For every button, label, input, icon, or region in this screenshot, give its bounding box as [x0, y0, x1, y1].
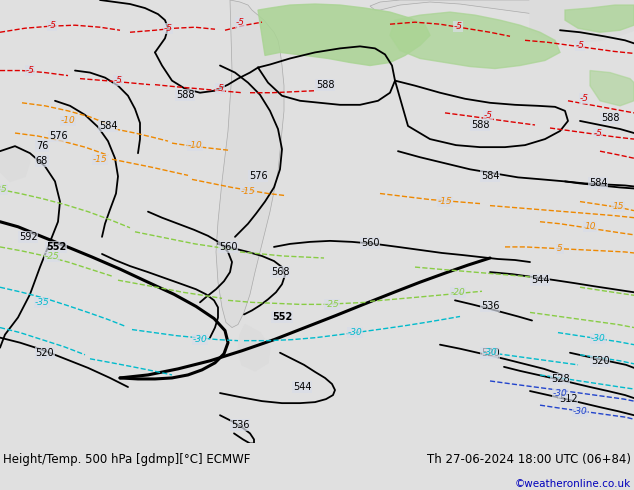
Text: 528: 528	[551, 374, 569, 384]
Text: 592: 592	[18, 232, 37, 242]
Polygon shape	[0, 146, 30, 181]
Text: -30: -30	[193, 335, 207, 344]
Polygon shape	[258, 4, 430, 66]
Text: -20: -20	[451, 288, 465, 297]
Text: -5: -5	[235, 18, 245, 26]
Text: 576: 576	[249, 172, 268, 181]
Text: -25: -25	[0, 185, 8, 194]
Text: 10: 10	[585, 222, 596, 231]
Text: -5: -5	[576, 41, 585, 50]
Polygon shape	[565, 5, 634, 32]
Text: 588: 588	[471, 120, 489, 130]
Text: -5: -5	[453, 22, 462, 31]
Text: 544: 544	[531, 275, 549, 285]
Polygon shape	[530, 0, 634, 42]
Text: 15: 15	[612, 202, 624, 211]
Text: -30: -30	[591, 334, 605, 343]
Text: -30: -30	[482, 348, 498, 357]
Text: 68: 68	[36, 156, 48, 166]
Text: Th 27-06-2024 18:00 UTC (06+84): Th 27-06-2024 18:00 UTC (06+84)	[427, 453, 631, 466]
Text: -25: -25	[325, 300, 339, 309]
Text: 584: 584	[589, 178, 607, 189]
Text: -30: -30	[573, 407, 587, 416]
Text: 520: 520	[591, 356, 609, 366]
Text: 536: 536	[231, 420, 249, 430]
Text: -5: -5	[113, 76, 122, 85]
Text: 544: 544	[293, 382, 311, 392]
Text: -15: -15	[93, 155, 107, 164]
Text: 584: 584	[99, 121, 117, 131]
Text: -5: -5	[579, 94, 588, 103]
Text: -25: -25	[44, 252, 60, 262]
Text: ©weatheronline.co.uk: ©weatheronline.co.uk	[515, 479, 631, 490]
Text: 576: 576	[49, 131, 67, 141]
Text: -5: -5	[25, 66, 34, 75]
Text: -10: -10	[188, 141, 202, 149]
Text: -10: -10	[61, 117, 75, 125]
Text: 560: 560	[219, 242, 237, 252]
Text: 588: 588	[176, 90, 194, 100]
Polygon shape	[390, 12, 560, 69]
Text: 588: 588	[316, 80, 334, 90]
Text: -15: -15	[437, 197, 453, 206]
Text: -30: -30	[553, 389, 567, 397]
Text: 5: 5	[557, 245, 563, 253]
Polygon shape	[238, 324, 270, 371]
Text: 588: 588	[601, 113, 619, 123]
Text: -5: -5	[484, 111, 493, 121]
Text: 520: 520	[481, 348, 500, 358]
Text: 536: 536	[481, 301, 499, 311]
Text: Height/Temp. 500 hPa [gdmp][°C] ECMWF: Height/Temp. 500 hPa [gdmp][°C] ECMWF	[3, 453, 250, 466]
Polygon shape	[370, 0, 634, 28]
Text: 76: 76	[36, 141, 48, 151]
Text: -30: -30	[347, 328, 363, 337]
Text: -5: -5	[593, 128, 602, 138]
Text: 560: 560	[361, 238, 379, 248]
Text: 520: 520	[36, 348, 55, 358]
Text: -35: -35	[35, 298, 49, 307]
Polygon shape	[216, 0, 284, 327]
Text: -5: -5	[216, 84, 224, 93]
Text: 552: 552	[272, 313, 292, 322]
Text: 512: 512	[559, 394, 578, 404]
Text: 552: 552	[46, 242, 66, 252]
Text: -15: -15	[241, 187, 256, 196]
Polygon shape	[590, 71, 634, 106]
Text: 584: 584	[481, 172, 499, 181]
Text: -5: -5	[48, 21, 56, 30]
Text: -5: -5	[164, 24, 172, 33]
Text: 568: 568	[271, 267, 289, 277]
